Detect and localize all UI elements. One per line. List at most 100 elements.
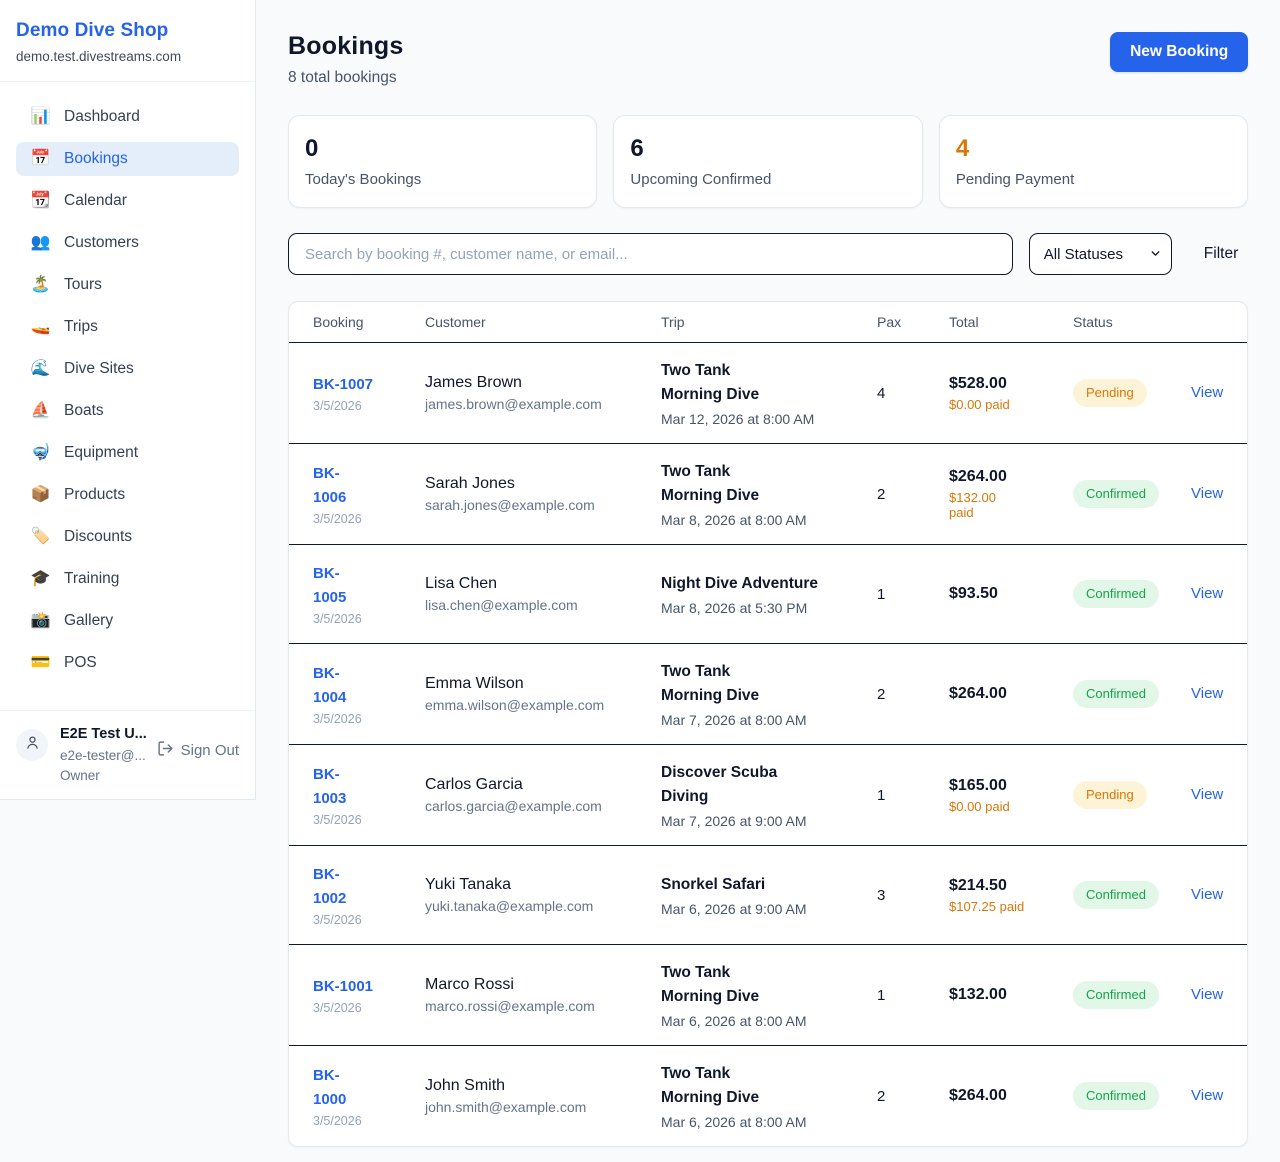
action-cell: View (1191, 485, 1223, 503)
trip-datetime: Mar 6, 2026 at 8:00 AM (661, 1013, 807, 1030)
sidebar-item-label: Trips (64, 318, 98, 335)
customer-cell: John Smith john.smith@example.com (425, 1077, 661, 1115)
stat-label: Pending Payment (955, 171, 1075, 188)
total-amount: $264.00 (949, 685, 1007, 703)
booking-id-link[interactable]: BK-1004 (313, 665, 347, 707)
avatar (16, 729, 48, 762)
booking-id-link[interactable]: BK-1007 (313, 376, 374, 394)
booking-date: 3/5/2026 (313, 813, 362, 828)
trip-datetime: Mar 8, 2026 at 8:00 AM (661, 512, 807, 529)
status-cell: Confirmed (1073, 579, 1191, 609)
sidebar-item-equipment[interactable]: 🤿 Equipment (16, 436, 239, 470)
stat-value: 6 (630, 135, 644, 162)
booking-id-link[interactable]: BK-1002 (313, 866, 347, 908)
total-cell: $264.00 (949, 685, 1073, 703)
sidebar-item-dashboard[interactable]: 📊 Dashboard (16, 100, 239, 134)
booking-date: 3/5/2026 (313, 1114, 362, 1129)
sidebar-item-products[interactable]: 📦 Products (16, 478, 239, 512)
new-booking-button[interactable]: New Booking (1110, 32, 1249, 72)
filter-button[interactable]: Filter (1194, 237, 1248, 271)
customer-cell: Yuki Tanaka yuki.tanaka@example.com (425, 876, 661, 914)
sidebar: Demo Dive Shop demo.test.divestreams.com… (0, 0, 256, 800)
speedboat-icon: 🚤 (30, 318, 51, 335)
view-link[interactable]: View (1191, 986, 1224, 1004)
total-amount: $214.50 (949, 876, 1007, 894)
sidebar-item-dive-sites[interactable]: 🌊 Dive Sites (16, 352, 239, 386)
island-icon: 🏝️ (30, 276, 51, 293)
tear-off-calendar-icon: 📆 (30, 192, 51, 209)
sidebar-header: Demo Dive Shop demo.test.divestreams.com (0, 0, 255, 82)
stat-card-pending-payment: 4 Pending Payment (938, 115, 1249, 208)
booking-id-link[interactable]: BK-1000 (313, 1067, 347, 1109)
pax-count: 1 (877, 986, 886, 1004)
sidebar-item-customers[interactable]: 👥 Customers (16, 226, 239, 260)
sidebar-item-label: Dashboard (64, 108, 140, 125)
status-badge: Pending (1073, 378, 1147, 408)
sidebar-item-training[interactable]: 🎓 Training (16, 562, 239, 596)
trip-name: Night Dive Adventure (661, 575, 819, 593)
view-link[interactable]: View (1191, 485, 1224, 503)
sidebar-item-label: Equipment (64, 444, 139, 461)
sidebar-item-tours[interactable]: 🏝️ Tours (16, 268, 239, 302)
total-amount: $264.00 (949, 468, 1007, 486)
total-amount: $93.50 (949, 585, 998, 603)
booking-date: 3/5/2026 (313, 913, 362, 928)
pax-count: 3 (877, 886, 886, 904)
total-amount: $165.00 (949, 776, 1007, 794)
bookings-table: Booking Customer Trip Pax Total Status BK-100… (288, 301, 1249, 1148)
view-link[interactable]: View (1191, 585, 1224, 603)
total-cell: $132.00 (949, 986, 1073, 1004)
status-badge: Confirmed (1073, 1082, 1159, 1111)
view-link[interactable]: View (1191, 1087, 1224, 1105)
customer-cell: James Brown james.brown@example.com (425, 374, 661, 412)
total-cell: $165.00 $0.00 paid (949, 777, 1073, 814)
sidebar-item-bookings[interactable]: 📅 Bookings (16, 142, 239, 176)
table-row: BK-1002 3/5/2026 Yuki Tanaka yuki.tanaka… (289, 846, 1248, 946)
status-badge: Confirmed (1073, 981, 1159, 1010)
booking-cell: BK-1005 3/5/2026 (313, 562, 425, 626)
column-header-status: Status (1073, 314, 1113, 330)
trip-cell: Two Tank Morning Dive Mar 7, 2026 at 8:0… (661, 660, 877, 728)
booking-cell: BK-1000 3/5/2026 (313, 1064, 425, 1128)
user-name: E2E Test U... (60, 726, 147, 743)
customer-name: Lisa Chen (425, 575, 498, 593)
total-amount: $528.00 (949, 374, 1007, 392)
sidebar-item-boats[interactable]: ⛵ Boats (16, 394, 239, 428)
search-input[interactable] (288, 233, 1013, 275)
main-content: Bookings 8 total bookings New Booking 0 … (256, 0, 1280, 1148)
booking-cell: BK-1002 3/5/2026 (313, 863, 425, 927)
booking-id-link[interactable]: BK-1003 (313, 766, 347, 808)
booking-id-link[interactable]: BK-1006 (313, 465, 347, 507)
trip-name: Two Tank Morning Dive (661, 964, 760, 1006)
sidebar-item-trips[interactable]: 🚤 Trips (16, 310, 239, 344)
total-amount: $264.00 (949, 1087, 1007, 1105)
paid-amount: $0.00 paid (949, 798, 1010, 814)
sign-out-button[interactable]: Sign Out (157, 740, 239, 761)
table-row: BK-1006 3/5/2026 Sarah Jones sarah.jones… (289, 444, 1248, 546)
paid-amount: $107.25 paid (949, 898, 1025, 914)
customer-email: emma.wilson@example.com (425, 697, 605, 714)
view-link[interactable]: View (1191, 685, 1224, 703)
sidebar-item-label: Calendar (64, 192, 127, 209)
booking-id-link[interactable]: BK-1005 (313, 565, 347, 607)
status-cell: Confirmed (1073, 679, 1191, 709)
table-row: BK-1003 3/5/2026 Carlos Garcia carlos.ga… (289, 745, 1248, 847)
view-link[interactable]: View (1191, 886, 1224, 904)
booking-date: 3/5/2026 (313, 1001, 362, 1016)
filters-bar: All Statuses Filter (288, 233, 1248, 275)
trip-cell: Night Dive Adventure Mar 8, 2026 at 5:30… (661, 572, 877, 616)
action-cell: View (1191, 1087, 1223, 1105)
sidebar-item-label: Dive Sites (64, 360, 134, 377)
booking-id-link[interactable]: BK-1001 (313, 978, 374, 996)
view-link[interactable]: View (1191, 384, 1224, 402)
column-header-pax: Pax (877, 314, 902, 330)
sidebar-item-calendar[interactable]: 📆 Calendar (16, 184, 239, 218)
sidebar-item-discounts[interactable]: 🏷️ Discounts (16, 520, 239, 554)
sidebar-item-pos[interactable]: 💳 POS (16, 646, 239, 680)
view-link[interactable]: View (1191, 786, 1224, 804)
status-cell: Confirmed (1073, 1082, 1191, 1111)
sidebar-item-gallery[interactable]: 📸 Gallery (16, 604, 239, 638)
column-header-trip: Trip (661, 314, 685, 330)
package-icon: 📦 (30, 486, 51, 503)
status-select[interactable]: All Statuses (1028, 233, 1172, 275)
